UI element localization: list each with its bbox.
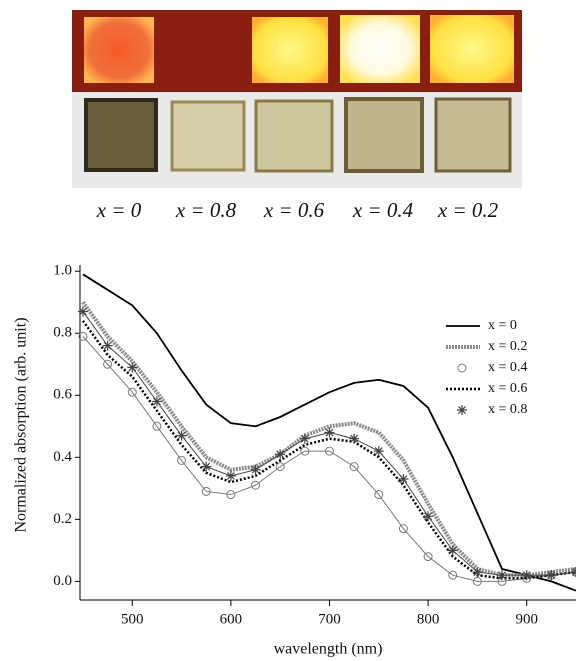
film-square (86, 100, 156, 170)
marker-star (457, 405, 467, 415)
sample-square (340, 15, 420, 83)
marker-star (127, 362, 137, 372)
y-tick-label: 0.2 (53, 511, 72, 527)
x-tick-label: 900 (515, 611, 538, 627)
marker-star (472, 567, 482, 577)
sample-square (430, 15, 514, 83)
marker-star (497, 570, 507, 580)
marker-star (398, 474, 408, 484)
y-tick-label: 0.8 (53, 325, 72, 341)
y-tick-label: 0.0 (53, 573, 72, 589)
film-square (172, 102, 244, 170)
marker-star (349, 434, 359, 444)
marker-star (300, 434, 310, 444)
y-axis-title: Normalized absorption (arb. unit) (13, 317, 30, 532)
marker-star (226, 471, 236, 481)
marker-star (275, 449, 285, 459)
legend-label: x = 0.6 (488, 381, 527, 396)
marker-star (374, 446, 384, 456)
marker-star (251, 465, 261, 475)
marker-star (78, 307, 88, 317)
marker-star (152, 396, 162, 406)
film-square (436, 99, 510, 171)
legend-label: x = 0.8 (488, 402, 527, 417)
figure: x = 0 x = 0.8 x = 0.6 x = 0.4 x = 0.2 wa… (0, 0, 576, 661)
film-square (346, 99, 422, 171)
sample-square (84, 17, 154, 83)
x-tick-label: 800 (417, 611, 440, 627)
x-axis-title: wavelength (nm) (274, 641, 383, 658)
photo-label: x = 0.4 (352, 198, 414, 222)
marker-star (423, 511, 433, 521)
photo-label: x = 0 (96, 198, 142, 222)
marker-star (201, 462, 211, 472)
marker-star (546, 570, 556, 580)
marker-star (324, 428, 334, 438)
x-tick-label: 500 (121, 611, 144, 627)
sample-square (252, 17, 328, 83)
legend-label: x = 0 (488, 318, 517, 333)
sample-square (166, 17, 240, 83)
y-tick-label: 1.0 (53, 263, 72, 279)
legend-label: x = 0.4 (488, 360, 527, 375)
film-square (256, 101, 332, 171)
marker-star (522, 570, 532, 580)
x-tick-label: 700 (318, 611, 341, 627)
photo-label: x = 0.2 (437, 198, 499, 222)
marker-circle (458, 364, 466, 372)
x-tick-label: 600 (220, 611, 243, 627)
marker-star (177, 431, 187, 441)
photo-label: x = 0.8 (175, 198, 237, 222)
marker-star (103, 341, 113, 351)
photo (72, 10, 522, 188)
photo-label: x = 0.6 (263, 198, 325, 222)
y-tick-label: 0.4 (53, 449, 72, 465)
legend-label: x = 0.2 (488, 339, 527, 354)
legend: x = 0 x = 0.2 x = 0.4 x = 0.6 x = 0.8 (446, 318, 527, 417)
marker-star (448, 545, 458, 555)
y-tick-label: 0.6 (53, 387, 72, 403)
